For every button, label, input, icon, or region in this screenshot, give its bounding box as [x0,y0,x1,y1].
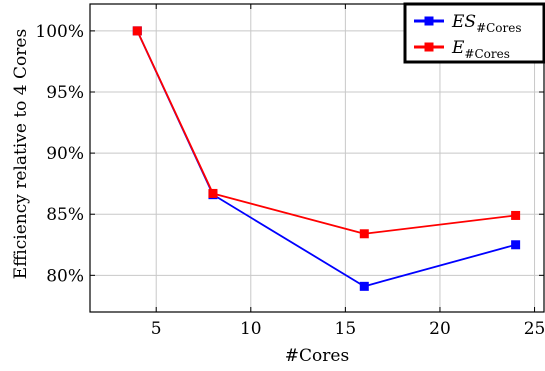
legend-swatch-marker [425,17,434,26]
x-axis-label: #Cores [285,346,349,366]
y-axis-label: Efficiency relative to 4 Cores [11,29,31,279]
data-point [511,240,520,249]
x-tick-label: 15 [335,319,357,339]
y-tick-label: 90% [46,144,84,164]
y-tick-label: 80% [46,266,84,286]
data-point [208,189,217,198]
tick-labels: 5 10 15 20 25 80% 85% 90% 95% 100% [35,22,545,339]
data-point [360,229,369,238]
x-tick-label: 10 [240,319,262,339]
x-tick-label: 5 [151,319,162,339]
y-tick-label: 85% [46,205,84,225]
data-point [511,211,520,220]
data-point [360,282,369,291]
series-es [133,26,520,290]
x-tick-label: 20 [429,319,451,339]
y-tick-label: 95% [46,83,84,103]
x-tick-label: 25 [524,319,545,339]
data-point [133,26,142,35]
series-line [137,31,515,286]
y-tick-label: 100% [35,22,84,42]
series-layer [133,26,520,290]
legend-swatch-marker [425,43,434,52]
